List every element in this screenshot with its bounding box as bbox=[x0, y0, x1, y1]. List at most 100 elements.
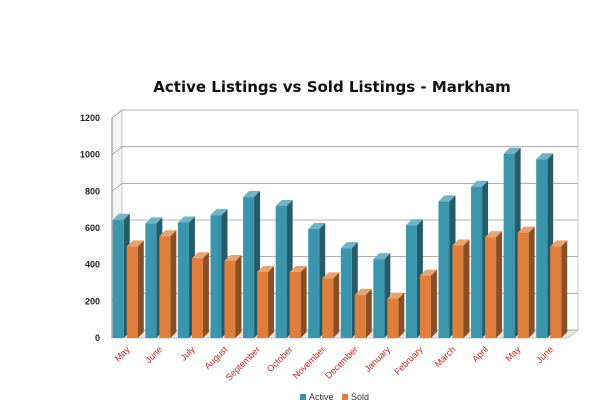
bar-top bbox=[536, 153, 554, 160]
x-tick-label: December bbox=[323, 344, 359, 380]
bar-top bbox=[503, 147, 521, 154]
bar-top bbox=[177, 216, 195, 223]
bar-sold bbox=[126, 240, 144, 338]
bar-sold bbox=[322, 272, 340, 338]
x-tick-label: February bbox=[392, 344, 425, 377]
bar-front bbox=[485, 237, 497, 338]
x-tick-label: March bbox=[433, 344, 458, 369]
bar-sold bbox=[419, 269, 437, 338]
bar-sold bbox=[485, 231, 503, 338]
bar-top bbox=[145, 217, 163, 224]
bar-top bbox=[126, 240, 144, 247]
bar-front bbox=[289, 272, 301, 338]
bar-front bbox=[159, 236, 171, 338]
bar-top bbox=[191, 252, 209, 259]
legend-swatch-sold bbox=[342, 394, 348, 400]
x-tick-label: May bbox=[503, 344, 522, 363]
bar-front bbox=[275, 206, 287, 338]
x-tick-label: April bbox=[470, 344, 490, 364]
bar-side bbox=[202, 252, 209, 338]
bar-side bbox=[170, 230, 177, 338]
bar-top bbox=[438, 195, 456, 202]
bar-top bbox=[112, 213, 130, 220]
bar-front bbox=[112, 219, 124, 338]
bar-top bbox=[373, 253, 391, 260]
y-tick-label: 200 bbox=[85, 296, 100, 306]
x-tick-label: June bbox=[143, 344, 164, 365]
bar-top bbox=[340, 242, 358, 249]
gridline-side bbox=[111, 146, 123, 155]
bar-front bbox=[536, 159, 548, 338]
x-tick-label: July bbox=[178, 344, 197, 363]
bar-top bbox=[354, 288, 372, 295]
bar-top bbox=[471, 180, 489, 187]
gridline-side bbox=[111, 183, 123, 192]
bar-sold bbox=[224, 255, 242, 338]
bar-top bbox=[289, 266, 307, 272]
x-tick-label: May bbox=[113, 344, 132, 363]
legend: Active Sold bbox=[300, 392, 369, 402]
bar-sold bbox=[517, 226, 535, 338]
bar-top bbox=[322, 272, 340, 279]
bar-front bbox=[354, 294, 366, 338]
bar-front bbox=[191, 258, 203, 338]
x-tick-label: October bbox=[265, 344, 295, 374]
bar-front bbox=[145, 223, 157, 338]
bar-side bbox=[496, 231, 503, 338]
y-tick-label: 800 bbox=[85, 186, 100, 196]
legend-label-active: Active bbox=[309, 392, 334, 402]
gridline-side bbox=[111, 109, 123, 119]
bar-front bbox=[438, 201, 450, 338]
bar-side bbox=[398, 292, 405, 338]
bar-front bbox=[503, 153, 515, 338]
bar-front bbox=[452, 245, 464, 338]
bar-sold bbox=[387, 292, 405, 338]
bar-front bbox=[340, 248, 352, 338]
bar-top bbox=[308, 222, 326, 229]
bar-sold bbox=[191, 252, 209, 338]
plot-area: 0 200 400 600 800 1000 1200 May June July AugustSe… bbox=[80, 109, 580, 383]
y-tick-label: 600 bbox=[85, 223, 100, 233]
bar-front bbox=[419, 275, 431, 338]
bar-front bbox=[550, 246, 562, 338]
x-tick-label: June bbox=[534, 344, 555, 365]
bar-top bbox=[517, 226, 535, 233]
bar-top bbox=[224, 255, 242, 261]
bar-sold bbox=[452, 239, 470, 338]
bar-sold bbox=[550, 240, 568, 338]
bar-front bbox=[243, 196, 255, 338]
bar-top bbox=[159, 230, 177, 237]
bar-side bbox=[268, 266, 275, 338]
bar-top bbox=[210, 209, 228, 216]
bar-side bbox=[137, 240, 144, 338]
bar-top bbox=[387, 292, 405, 299]
bar-top bbox=[257, 266, 275, 272]
bar-side bbox=[333, 272, 340, 338]
bar-front bbox=[373, 259, 385, 338]
y-tick-label: 1200 bbox=[80, 113, 100, 123]
bar-top bbox=[485, 231, 503, 238]
x-tick-label: August bbox=[203, 344, 230, 371]
bar-front bbox=[322, 278, 334, 338]
x-tick-label: September bbox=[224, 344, 262, 382]
bar-side bbox=[561, 240, 568, 338]
bar-front bbox=[177, 222, 189, 338]
x-tick-label: November bbox=[291, 344, 327, 380]
bar-side bbox=[365, 288, 372, 338]
bar-front bbox=[257, 272, 269, 338]
bar-side bbox=[430, 269, 437, 338]
y-tick-label: 0 bbox=[95, 333, 100, 343]
bar-side bbox=[463, 239, 470, 338]
chart-title: Active Listings vs Sold Listings - Markh… bbox=[153, 78, 510, 96]
bar-front bbox=[308, 228, 320, 338]
bar-front bbox=[387, 298, 399, 338]
bar-sold bbox=[257, 266, 275, 338]
bar-front bbox=[517, 232, 529, 338]
bar-top bbox=[405, 219, 423, 226]
x-tick-label: January bbox=[363, 344, 393, 374]
bar-side bbox=[528, 226, 535, 338]
bar-front bbox=[405, 225, 417, 338]
legend-swatch-active bbox=[300, 394, 306, 400]
y-tick-label: 400 bbox=[85, 260, 100, 270]
